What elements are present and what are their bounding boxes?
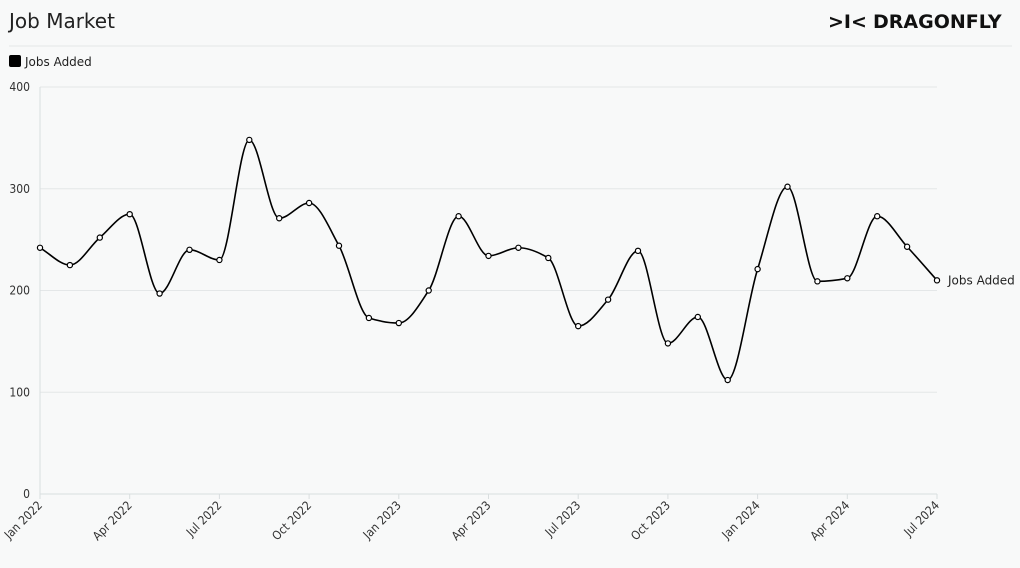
legend: Jobs Added [9, 55, 92, 69]
brand-logo: >I< DRAGONFLY [828, 11, 1002, 33]
data-point [724, 376, 731, 384]
x-tick-label: Apr 2022 [90, 498, 135, 543]
data-point [545, 254, 552, 262]
data-point [575, 322, 582, 330]
data-point [365, 314, 373, 322]
data-point [186, 246, 193, 253]
brand-mark: >I< [828, 11, 867, 33]
x-tick-label: Jul 2024 [900, 498, 942, 540]
data-point [485, 252, 492, 260]
data-point [96, 234, 104, 241]
data-point [395, 319, 402, 327]
data-point [874, 213, 881, 220]
data-point [246, 136, 253, 144]
data-point [216, 256, 223, 264]
x-tick-label: Jan 2023 [360, 498, 404, 542]
x-tick-label: Oct 2022 [269, 498, 314, 543]
x-tick-label: Apr 2024 [807, 498, 852, 543]
data-point [604, 296, 612, 303]
grid [40, 86, 937, 393]
data-point [36, 244, 44, 251]
data-point [754, 265, 761, 273]
data-point [515, 244, 522, 251]
data-point [126, 210, 133, 218]
series-line-jobs-added [39, 139, 938, 381]
data-point [694, 313, 702, 321]
data-point [425, 287, 432, 294]
data-point [933, 277, 941, 284]
data-point [455, 213, 462, 220]
brand-name: DRAGONFLY [873, 11, 1002, 33]
series-end-label: Jobs Added [947, 273, 1015, 287]
x-tick-label: Jul 2023 [542, 498, 584, 540]
x-tick-label: Apr 2023 [449, 498, 494, 543]
y-tick-label: 400 [9, 80, 30, 94]
y-tick-label: 300 [9, 182, 30, 196]
data-point [276, 215, 283, 222]
data-point [335, 242, 343, 249]
data-point [66, 261, 74, 269]
data-point [305, 199, 313, 207]
x-tick-label: Jul 2022 [183, 498, 225, 540]
x-tick-label: Oct 2023 [628, 498, 673, 543]
y-tick-label: 200 [9, 284, 30, 298]
legend-label: Jobs Added [24, 55, 92, 69]
data-point [903, 243, 911, 250]
x-tick-label: Jan 2022 [1, 498, 45, 542]
data-points [36, 136, 941, 384]
x-tick-label: Jan 2024 [718, 498, 762, 542]
y-tick-label: 100 [9, 385, 30, 399]
data-point [784, 183, 791, 190]
y-axis-ticks: 0 100 200 300 400 [9, 80, 30, 501]
legend-swatch [9, 55, 21, 67]
data-point [814, 278, 821, 285]
data-point [844, 275, 851, 282]
data-point [156, 290, 163, 297]
data-point [664, 340, 672, 347]
chart-title: Job Market [7, 9, 115, 33]
data-point [634, 247, 642, 255]
x-axis-ticks: Jan 2022 Apr 2022 Jul 2022 Oct 2022 Jan 2023… [1, 494, 942, 543]
y-tick-label: 0 [23, 487, 30, 501]
